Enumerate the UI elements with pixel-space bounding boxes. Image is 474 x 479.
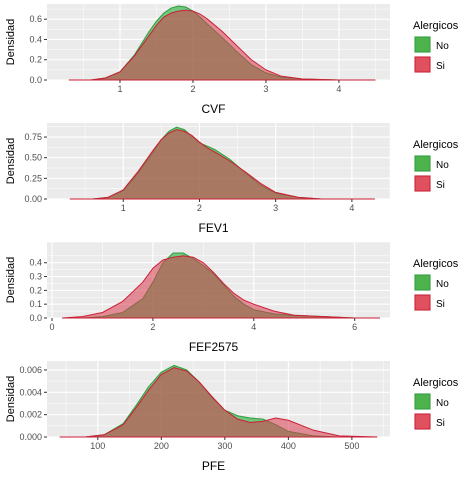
x-tick-label: 2 <box>197 203 202 213</box>
legend-title: Alergicos <box>413 377 459 389</box>
legend-label-no: No <box>436 398 449 409</box>
x-tick-label: 3 <box>263 84 268 94</box>
x-tick-label: 100 <box>90 441 105 451</box>
x-axis-title: FEF2575 <box>189 340 239 354</box>
y-tick-label: 0.002 <box>19 410 42 420</box>
legend-label-no: No <box>436 41 449 52</box>
x-tick-label: 4 <box>336 84 341 94</box>
y-axis-title: Densidad <box>5 19 17 65</box>
x-tick-label: 300 <box>217 441 232 451</box>
y-tick-label: 0.6 <box>29 14 42 24</box>
y-tick-label: 0.0 <box>29 75 42 85</box>
y-tick-label: 0.00 <box>24 194 42 204</box>
y-tick-label: 0.2 <box>29 285 42 295</box>
panel-cvf: 1 2 3 4 0.0 0.2 0.4 0.6 CVF Densidad Alergicos No Si <box>5 4 459 116</box>
density-area-si <box>59 367 378 438</box>
legend: Alergicos No Si <box>413 377 459 430</box>
y-tick-label: 0.25 <box>24 173 42 183</box>
y-tick-label: 0.2 <box>29 55 42 65</box>
x-tick-label: 400 <box>281 441 296 451</box>
x-tick-label: 200 <box>154 441 169 451</box>
y-tick-label: 0.4 <box>29 258 42 268</box>
y-axis-title: Densidad <box>5 257 17 303</box>
x-tick-label: 3 <box>273 203 278 213</box>
legend: Alergicos No Si <box>413 139 459 192</box>
legend-title: Alergicos <box>413 258 459 270</box>
legend-label-no: No <box>436 279 449 290</box>
x-axis-title: PFE <box>202 459 225 473</box>
legend-key-si <box>414 294 431 311</box>
y-tick-label: 0.000 <box>19 432 42 442</box>
x-tick-label: 1 <box>121 203 126 213</box>
panel-fev1: 1 2 3 4 0.00 0.25 0.50 0.75 FEV1 Densidad Alergico… <box>5 123 459 235</box>
y-tick-label: 0.006 <box>19 365 42 375</box>
density-area-si <box>62 255 380 319</box>
y-tick-label: 0.0 <box>29 313 42 323</box>
x-tick-label: 2 <box>190 84 195 94</box>
x-tick-label: 0 <box>50 322 55 332</box>
legend-key-no <box>414 36 431 53</box>
y-tick-label: 0.3 <box>29 272 42 282</box>
legend-key-si <box>414 413 431 430</box>
x-tick-label: 6 <box>352 322 357 332</box>
legend-label-si: Si <box>436 418 445 429</box>
legend-label-si: Si <box>436 61 445 72</box>
y-tick-label: 0.004 <box>19 387 42 397</box>
panel-pfe: 100 200 300 400 500 0.000 0.002 0.004 0.006 PFE De… <box>5 361 459 473</box>
x-tick-label: 500 <box>344 441 359 451</box>
panel-fef2575: 0 2 4 6 0.0 0.1 0.2 0.3 0.4 FEF2575 Densidad Alergi… <box>5 241 459 354</box>
legend-title: Alergicos <box>413 139 459 151</box>
legend-label-si: Si <box>436 180 445 191</box>
y-tick-label: 0.75 <box>24 132 42 142</box>
legend-key-si <box>414 175 431 192</box>
x-axis-title: CVF <box>202 102 226 116</box>
legend-key-si <box>414 56 431 73</box>
x-tick-label: 2 <box>150 322 155 332</box>
y-axis-title: Densidad <box>5 376 17 422</box>
density-area-si <box>69 129 375 200</box>
legend-label-no: No <box>436 160 449 171</box>
x-tick-label: 4 <box>251 322 256 332</box>
legend: Alergicos No Si <box>413 258 459 311</box>
x-tick-label: 4 <box>349 203 354 213</box>
y-axis-title: Densidad <box>5 138 17 184</box>
y-tick-label: 0.1 <box>29 299 42 309</box>
legend: Alergicos No Si <box>413 20 459 73</box>
legend-label-si: Si <box>436 299 445 310</box>
y-tick-label: 0.4 <box>29 34 42 44</box>
legend-key-no <box>414 393 431 410</box>
density-area-si <box>68 9 376 81</box>
y-tick-label: 0.50 <box>24 153 42 163</box>
x-tick-label: 1 <box>117 84 122 94</box>
legend-key-no <box>414 155 431 172</box>
x-axis-title: FEV1 <box>198 221 228 235</box>
legend-key-no <box>414 274 431 291</box>
legend-title: Alergicos <box>413 20 459 32</box>
